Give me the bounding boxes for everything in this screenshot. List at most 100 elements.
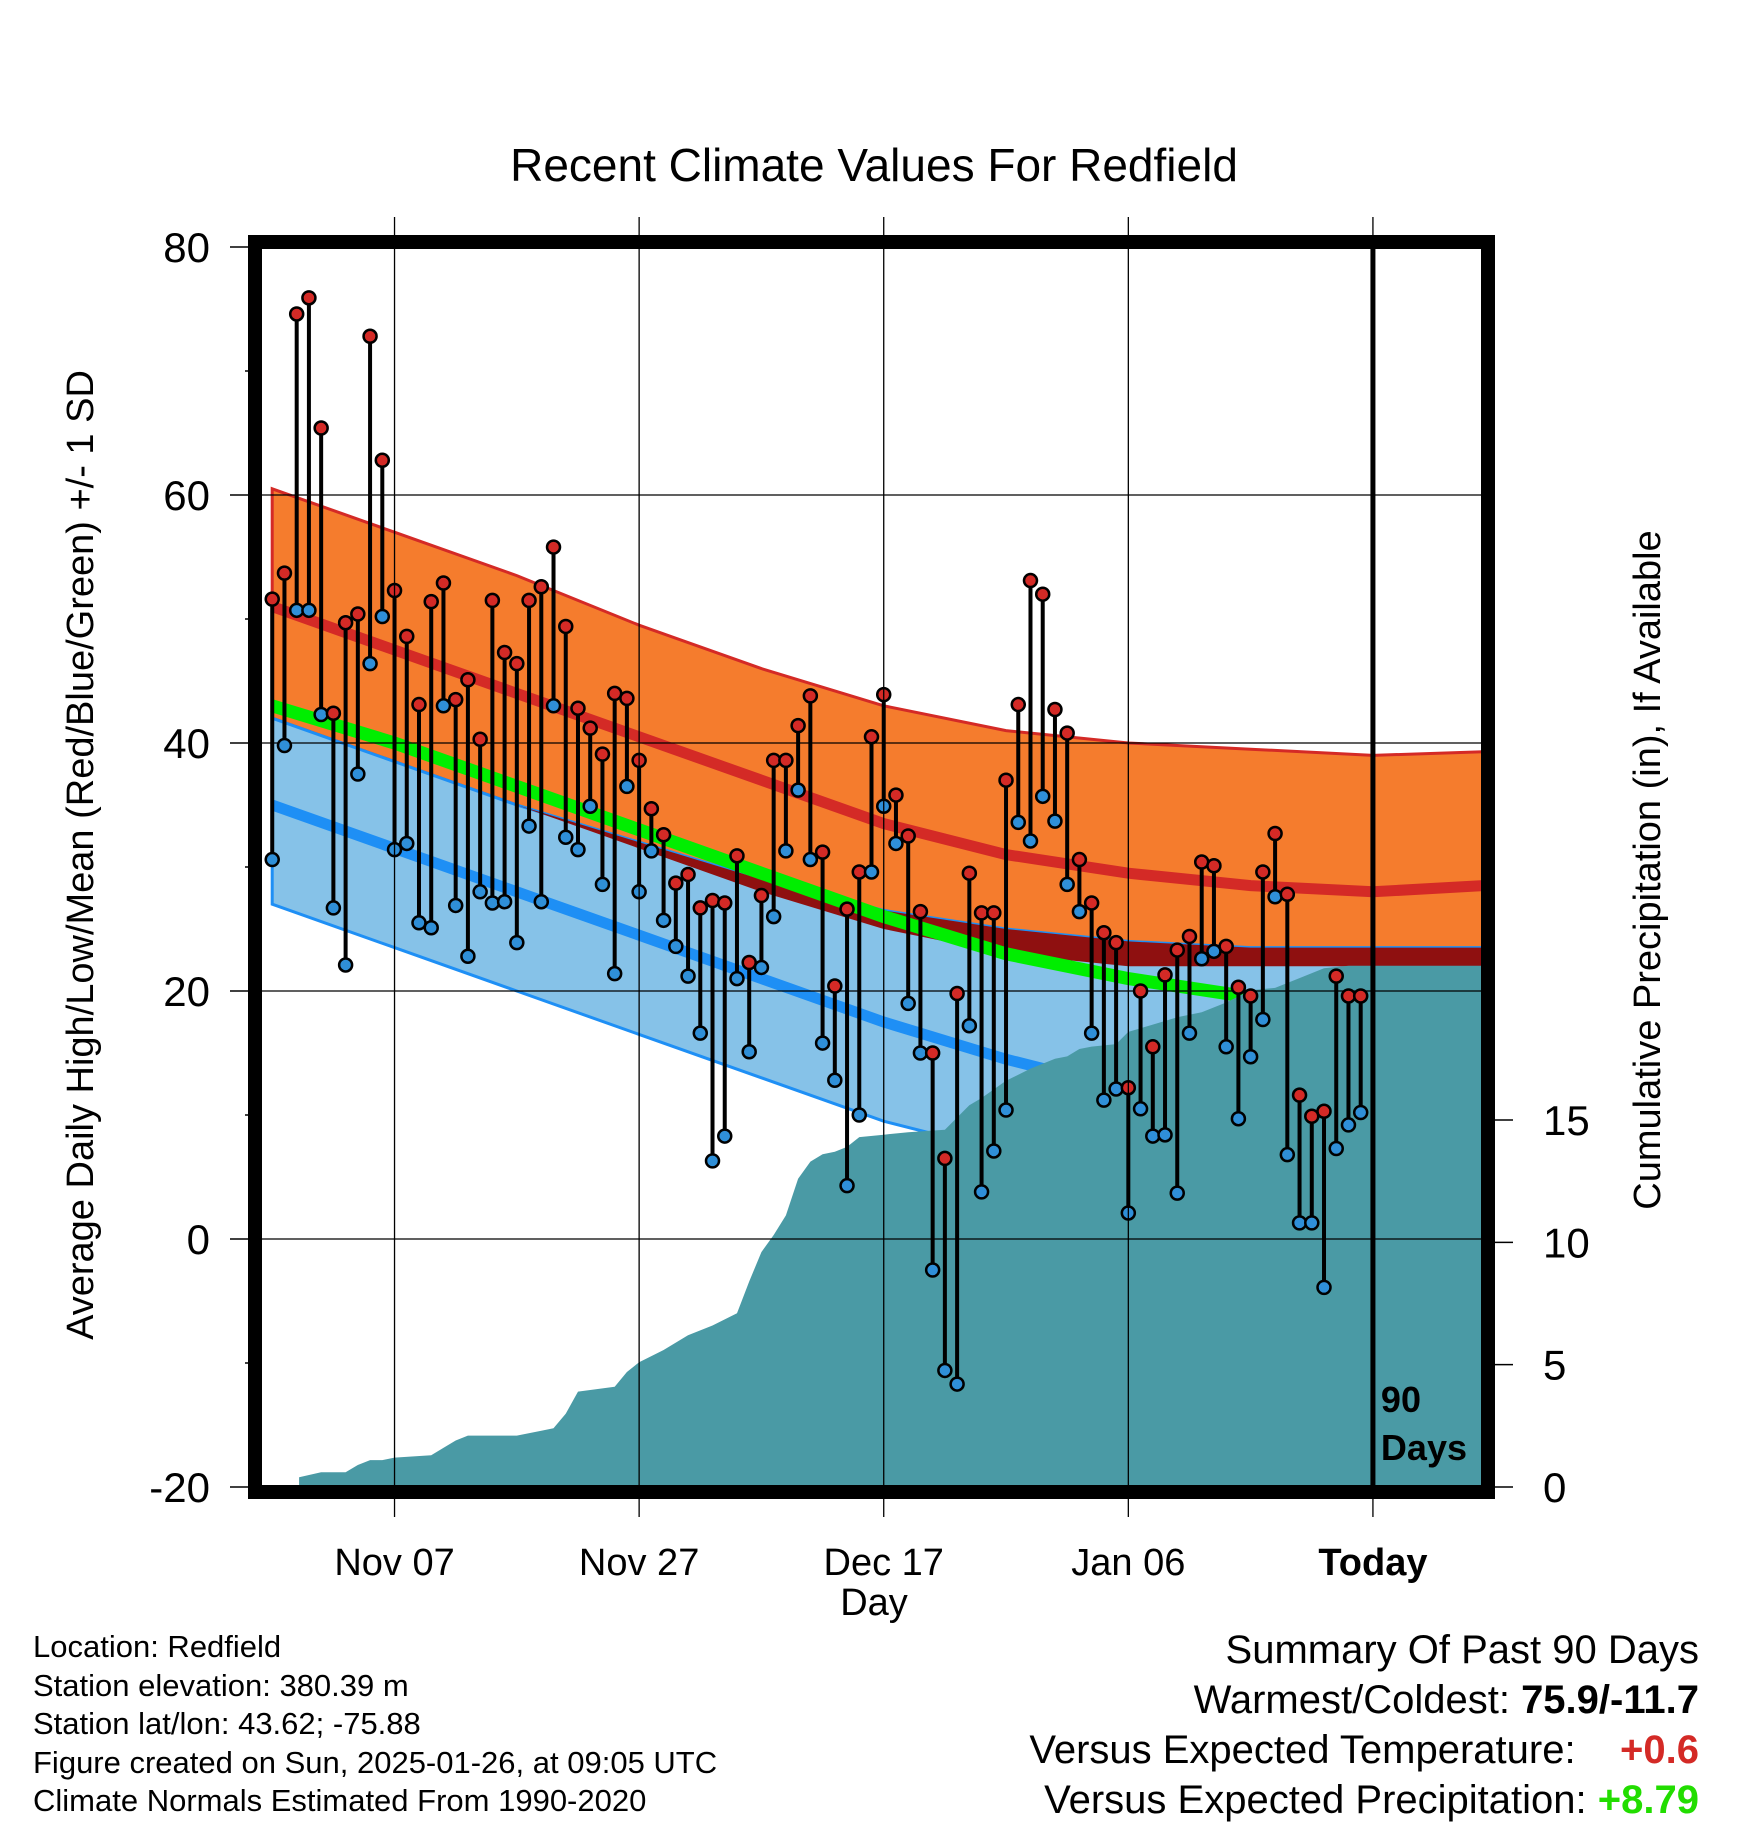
daily-high-point	[900, 828, 916, 844]
daily-low-point	[301, 602, 317, 619]
daily-low-point	[827, 1072, 843, 1089]
daily-low-point	[1316, 1279, 1332, 1296]
daily-low-point	[545, 698, 562, 714]
daily-high-point	[521, 592, 537, 609]
daily-low-point	[337, 957, 354, 973]
daily-low-point	[1071, 903, 1088, 920]
daily-high-point	[986, 905, 1002, 921]
elevation-text: Station elevation: 380.39 m	[33, 1667, 409, 1703]
daily-low-point	[264, 851, 280, 868]
daily-low-point	[973, 1184, 990, 1200]
daily-low-point	[1193, 951, 1210, 967]
daily-low-point	[1034, 788, 1051, 805]
y2-tick-label: 10	[1543, 1219, 1590, 1266]
daily-high-point	[619, 690, 635, 707]
precip-row: Versus Expected Precipitation: +8.79	[1029, 1775, 1699, 1825]
summary-panel: Summary Of Past 90 Days Warmest/Coldest:…	[1029, 1625, 1699, 1825]
daily-high-point	[447, 691, 464, 708]
daily-low-point	[1340, 1117, 1357, 1133]
daily-low-point	[643, 843, 660, 859]
daily-low-point	[276, 737, 293, 754]
y-tick-label: 0	[187, 1216, 210, 1263]
location-text: Location: Redfield	[33, 1629, 282, 1664]
daily-high-point	[753, 887, 770, 904]
daily-low-point	[313, 706, 329, 723]
daily-high-point	[472, 731, 488, 748]
daily-low-point	[423, 920, 439, 936]
daily-high-point	[1352, 988, 1369, 1004]
daily-high-point	[558, 618, 574, 635]
daily-low-point	[1047, 813, 1063, 829]
daily-low-point	[1255, 1011, 1271, 1028]
daily-high-point	[1010, 696, 1027, 713]
y2-tick-label: 5	[1543, 1342, 1566, 1389]
daily-high-point	[924, 1045, 941, 1061]
daily-low-point	[1157, 1127, 1173, 1143]
daily-low-point	[460, 948, 476, 965]
warm-cold-row: Warmest/Coldest: 75.9/-11.7	[1029, 1675, 1699, 1725]
daily-high-point	[668, 875, 684, 891]
daily-high-point	[313, 420, 329, 436]
daily-high-point	[350, 606, 366, 622]
daily-high-point	[937, 1150, 953, 1167]
daily-low-point	[1059, 876, 1075, 893]
daily-high-point	[704, 892, 721, 909]
daily-low-point	[655, 912, 672, 929]
daily-high-point	[496, 644, 513, 661]
warm-cold-value: 75.9/-11.7	[1521, 1678, 1699, 1722]
daily-high-point	[1242, 988, 1259, 1004]
daily-low-point	[325, 900, 342, 916]
daily-high-point	[1255, 864, 1271, 880]
daily-low-point	[484, 895, 501, 911]
summary-heading: Summary Of Past 90 Days	[1225, 1628, 1699, 1672]
daily-high-point	[411, 696, 427, 713]
x-tick-label: Nov 07	[334, 1542, 454, 1584]
x-tick-label: Nov 27	[579, 1542, 699, 1584]
y-tick-label: 60	[163, 472, 210, 519]
daily-low-point	[839, 1177, 855, 1194]
daily-low-point	[863, 864, 880, 880]
daily-low-point	[961, 1017, 978, 1034]
climate-chart: Recent Climate Values For Redfield -20 0 2…	[60, 139, 1669, 1624]
daily-low-point	[1230, 1110, 1247, 1127]
y2-tick-label: 0	[1543, 1464, 1566, 1511]
daily-high-point	[802, 688, 819, 704]
daily-low-point	[1083, 1025, 1100, 1041]
daily-high-point	[680, 866, 696, 883]
daily-high-point	[949, 985, 965, 1002]
daily-high-point	[533, 579, 550, 595]
x-tick-label: Jan 06	[1071, 1542, 1185, 1584]
daily-low-point	[1242, 1048, 1259, 1065]
daily-low-point	[680, 968, 696, 984]
daily-high-point	[545, 539, 562, 555]
daily-low-point	[937, 1362, 953, 1379]
precip-label: Versus Expected Precipitation:	[1044, 1778, 1587, 1822]
y-tick-label: -20	[149, 1464, 210, 1511]
daily-high-point	[643, 800, 660, 817]
daily-low-point	[435, 698, 452, 714]
daily-low-point	[790, 782, 806, 798]
daily-high-point	[888, 787, 904, 803]
daily-low-point	[472, 884, 488, 900]
temp-row: Versus Expected Temperature: +0.6	[1029, 1725, 1699, 1775]
daily-high-point	[1108, 934, 1124, 951]
daily-low-point	[741, 1044, 757, 1060]
daily-high-point	[1218, 938, 1234, 955]
daily-high-point	[839, 901, 855, 917]
daily-low-point	[362, 655, 378, 672]
daily-low-point	[496, 893, 513, 910]
daily-low-point	[1267, 889, 1283, 905]
daily-high-point	[1206, 858, 1222, 874]
daily-high-point	[264, 591, 280, 607]
daily-low-point	[594, 876, 611, 893]
temp-label: Versus Expected Temperature:	[1029, 1728, 1576, 1772]
daily-low-point	[704, 1153, 721, 1169]
daily-low-point	[558, 829, 574, 845]
daily-high-point	[1157, 967, 1173, 983]
daily-high-point	[912, 903, 929, 920]
daily-high-point	[827, 978, 843, 994]
x-tick-label: Today	[1318, 1542, 1427, 1584]
daily-high-point	[1316, 1103, 1332, 1120]
daily-low-point	[1108, 1081, 1124, 1097]
daily-high-point	[337, 614, 354, 631]
